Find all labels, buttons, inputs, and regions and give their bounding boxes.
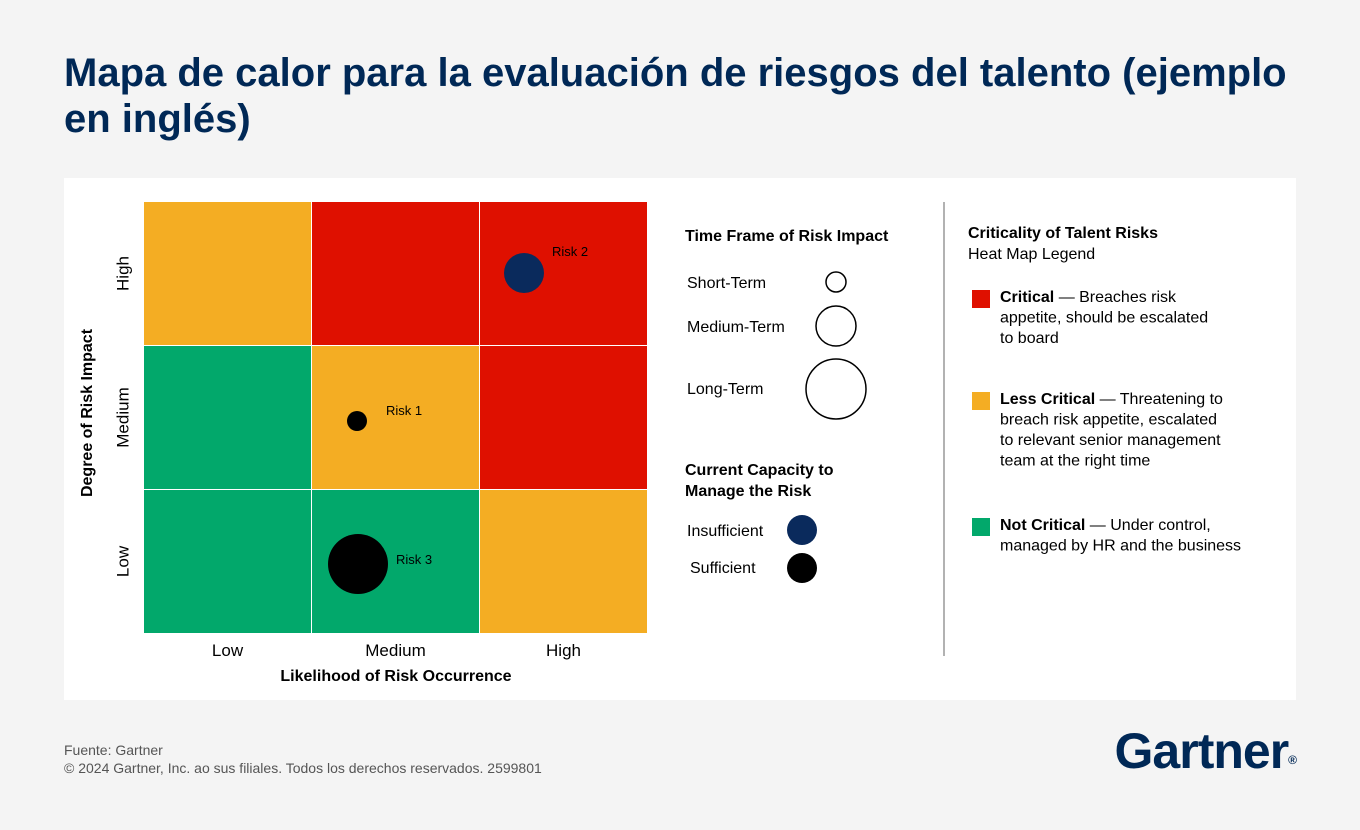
y-tick-label: High — [113, 256, 132, 291]
capacity-legend-title: Manage the Risk — [685, 483, 811, 500]
criticality-legend-label: Critical — [1000, 289, 1059, 306]
time-frame-legend-title: Time Frame of Risk Impact — [685, 228, 889, 245]
heat-cell-medium-low — [144, 346, 311, 489]
criticality-legend-text: to board — [1000, 330, 1059, 347]
y-axis-label: Degree of Risk Impact — [79, 328, 96, 497]
capacity-legend-title: Current Capacity to — [685, 462, 834, 479]
criticality-swatch-critical — [972, 290, 990, 308]
criticality-legend-text: — Under control, — [1090, 517, 1211, 534]
criticality-legend-text: appetite, should be escalated — [1000, 310, 1208, 327]
criticality-legend-label: Not Critical — [1000, 517, 1090, 534]
x-axis-label: Likelihood of Risk Occurrence — [280, 668, 511, 685]
heat-cell-high-low — [144, 202, 311, 345]
criticality-legend-label: Less Critical — [1000, 391, 1100, 408]
risk-label: Risk 2 — [552, 244, 588, 259]
heat-cell-medium-high — [480, 346, 647, 489]
x-tick-label: Low — [212, 641, 244, 660]
logo-registered-mark: ® — [1288, 753, 1297, 767]
risk-label: Risk 1 — [386, 403, 422, 418]
capacity-legend-dot — [787, 553, 817, 583]
x-tick-label: High — [546, 641, 581, 660]
risk-label: Risk 3 — [396, 552, 432, 567]
criticality-legend-text: — Breaches risk — [1059, 289, 1177, 306]
time-frame-legend-label: Long-Term — [687, 381, 763, 398]
criticality-legend-entry: Critical — Breaches risk appetite, should… — [1000, 289, 1208, 347]
time-frame-legend-label: Medium-Term — [687, 319, 785, 336]
heat-cell-high-medium — [312, 202, 479, 345]
x-tick-label: Medium — [365, 641, 425, 660]
criticality-legend-text: to relevant senior management — [1000, 432, 1221, 449]
criticality-legend-text: managed by HR and the business — [1000, 538, 1241, 555]
risk-heat-map-chart: Low Medium High Likelihood of Risk Occurren… — [79, 202, 1241, 685]
criticality-legend-subtitle: Heat Map Legend — [968, 246, 1095, 263]
risk-bubble-2 — [347, 411, 367, 431]
capacity-legend-label: Sufficient — [690, 560, 756, 577]
criticality-swatch-not_critical — [972, 518, 990, 536]
criticality-legend-text: — Threatening to — [1100, 391, 1223, 408]
time-frame-legend-label: Short-Term — [687, 275, 766, 292]
logo-text: Gartner — [1114, 723, 1290, 779]
capacity-legend-dot — [787, 515, 817, 545]
criticality-legend-text: team at the right time — [1000, 453, 1150, 470]
criticality-legend-entry: Not Critical — Under control, managed by … — [1000, 517, 1241, 555]
y-tick-label: Low — [113, 545, 132, 577]
y-tick-label: Medium — [113, 387, 132, 447]
time-frame-legend-circle — [805, 358, 867, 420]
heat-cell-low-high — [480, 490, 647, 633]
criticality-swatch-less_critical — [972, 392, 990, 410]
footer-source: Fuente: Gartner — [64, 742, 163, 758]
risk-bubble-3 — [328, 534, 388, 594]
footer-copyright: © 2024 Gartner, Inc. ao sus filiales. To… — [64, 760, 542, 776]
criticality-legend-entry: Less Critical — Threatening to breach ris… — [1000, 391, 1223, 470]
heat-map-card: Low Medium High Likelihood of Risk Occurren… — [64, 178, 1296, 700]
heat-cell-medium-medium — [312, 346, 479, 489]
capacity-legend-label: Insufficient — [687, 523, 764, 540]
page-title: Mapa de calor para la evaluación de ries… — [64, 51, 1287, 141]
time-frame-legend-circle — [825, 271, 847, 293]
heat-cell-low-low — [144, 490, 311, 633]
time-frame-legend-circle — [815, 305, 857, 347]
risk-bubble-1 — [504, 253, 544, 293]
gartner-logo: Gartner® — [1114, 722, 1297, 780]
criticality-legend-title: Criticality of Talent Risks — [968, 225, 1158, 242]
criticality-legend-text: breach risk appetite, escalated — [1000, 412, 1217, 429]
